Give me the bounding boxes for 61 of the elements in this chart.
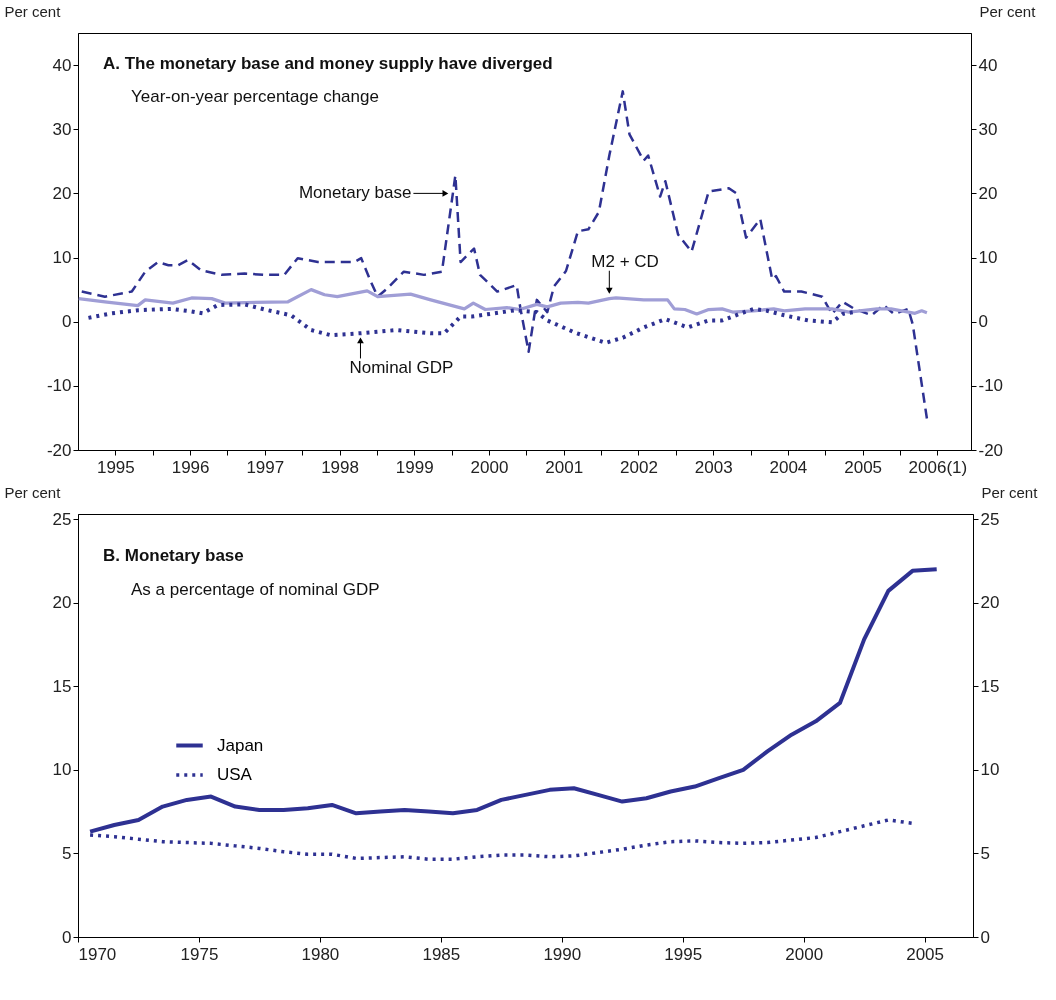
legend-label: USA	[217, 765, 253, 784]
x-tick-label: 2003	[694, 457, 733, 477]
y2-tick-label: 20	[978, 183, 998, 203]
y-tick-label: -10	[46, 376, 72, 396]
y-tick-label: 15	[52, 676, 72, 696]
y2-tick-label: 30	[978, 119, 998, 139]
x-tick-label: 1996	[171, 457, 210, 477]
y2-tick-label: 0	[980, 927, 990, 947]
y-tick-label: 10	[52, 248, 72, 268]
text: B. Monetary base	[103, 546, 244, 565]
y-tick-label: 20	[52, 593, 72, 613]
x-tick-label: 2005	[906, 944, 945, 964]
x-tick-label: 1999	[395, 457, 434, 477]
y2-axis-title: Per cent	[981, 483, 1039, 501]
y-tick-label: 20	[52, 183, 72, 203]
line-series	[78, 287, 929, 316]
text: Year-on-year percentage change	[131, 87, 379, 106]
legend-label: Japan	[217, 735, 264, 755]
x-tick-label: 2006(1)	[908, 457, 968, 477]
y2-tick-label: 10	[980, 760, 1000, 780]
y2-tick-label: -10	[978, 376, 1004, 396]
text: As a percentage of nominal GDP	[131, 580, 380, 599]
y-tick-label: 5	[62, 843, 72, 863]
y-tick-label: 0	[62, 312, 72, 332]
x-tick-label: 1995	[96, 457, 135, 477]
y-axis-title: Per cent	[4, 483, 62, 501]
x-tick-label: 2001	[545, 457, 584, 477]
x-tick-label: 2002	[620, 457, 658, 477]
x-tick-label: 1998	[321, 457, 359, 477]
y2-tick-label: 40	[978, 55, 998, 75]
y-tick-label: -20	[46, 440, 72, 460]
text: A. The monetary base and money supply have diverged	[103, 54, 553, 73]
y-axis-title: Per cent	[4, 2, 62, 20]
x-tick-label: 1990	[543, 944, 582, 964]
y2-tick-label: -20	[978, 440, 1004, 460]
y2-tick-label: 5	[980, 843, 990, 863]
y-tick-label: 10	[52, 760, 72, 780]
line-series	[80, 90, 929, 420]
y-tick-label: 25	[52, 509, 72, 529]
x-tick-label: 2004	[769, 457, 808, 477]
x-tick-label: 2000	[785, 944, 824, 964]
y-tick-label: 0	[62, 927, 72, 947]
y2-tick-label: 15	[980, 676, 1000, 696]
annotation: Nominal GDP	[349, 358, 454, 378]
y2-tick-label: 0	[978, 312, 988, 332]
y2-tick-label: 25	[980, 509, 1000, 529]
x-tick-label: 1975	[180, 944, 219, 964]
x-tick-label: 1985	[422, 944, 461, 964]
x-tick-label: 2005	[844, 457, 883, 477]
x-tick-label: 1970	[78, 944, 117, 964]
x-tick-label: 1980	[301, 944, 340, 964]
x-tick-label: 1997	[246, 457, 285, 477]
annotation: M2 + CD	[591, 251, 659, 271]
y2-tick-label: 20	[980, 593, 1000, 613]
x-tick-label: 2000	[470, 457, 509, 477]
x-tick-label: 1995	[664, 944, 703, 964]
y2-tick-label: 10	[978, 248, 998, 268]
annotation: Monetary base	[298, 183, 412, 203]
y2-axis-title: Per cent	[979, 2, 1037, 20]
y-tick-label: 40	[52, 55, 72, 75]
y-tick-label: 30	[52, 119, 72, 139]
